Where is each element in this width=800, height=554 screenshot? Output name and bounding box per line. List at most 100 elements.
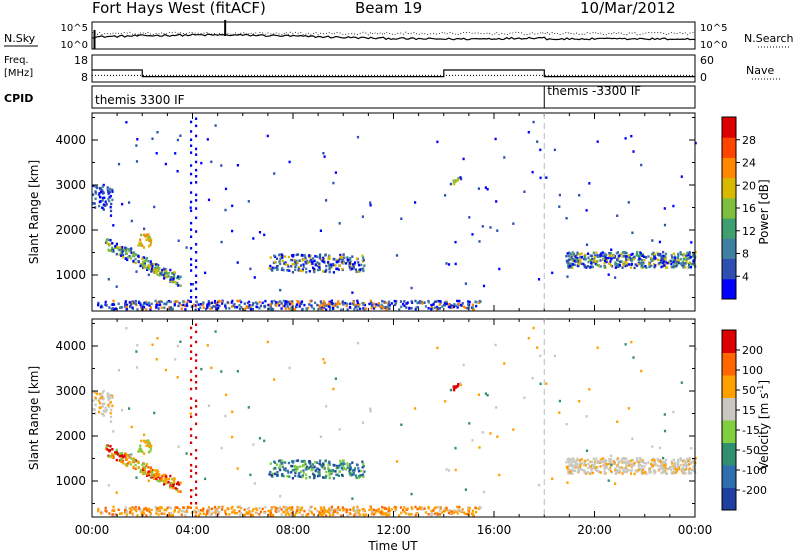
- range-gate-cell: [298, 511, 301, 514]
- range-gate-cell: [638, 257, 641, 261]
- range-gate-cell: [269, 512, 272, 515]
- range-gate-cell: [283, 262, 286, 265]
- range-gate-cell: [382, 307, 385, 310]
- range-gate-cell: [149, 243, 152, 247]
- range-gate-cell: [311, 260, 314, 264]
- range-gate-cell: [164, 477, 167, 480]
- range-gate-cell: [195, 493, 198, 497]
- range-gate-cell: [333, 304, 336, 307]
- range-gate-cell: [288, 509, 291, 512]
- range-gate-cell: [536, 140, 539, 143]
- range-gate-cell: [188, 300, 191, 303]
- range-gate-cell: [328, 267, 331, 270]
- range-gate-cell: [322, 506, 325, 509]
- colorbar-swatch: [722, 330, 736, 353]
- range-gate-cell: [553, 148, 556, 152]
- range-gate-cell: [352, 509, 355, 512]
- range-gate-cell: [305, 468, 308, 471]
- range-gate-cell: [604, 461, 607, 464]
- range-gate-cell: [354, 509, 357, 513]
- range-gate-cell: [195, 323, 198, 326]
- range-gate-cell: [185, 510, 188, 513]
- range-gate-cell: [224, 414, 227, 418]
- range-gate-cell: [114, 451, 117, 454]
- range-gate-cell: [590, 262, 593, 266]
- range-gate-cell: [577, 468, 580, 472]
- range-gate-cell: [603, 472, 606, 475]
- range-gate-cell: [297, 507, 300, 510]
- range-gate-cell: [660, 256, 663, 259]
- range-gate-cell: [129, 257, 132, 260]
- range-gate-cell: [278, 304, 281, 307]
- range-gate-cell: [601, 460, 604, 464]
- range-gate-cell: [139, 448, 142, 451]
- range-gate-cell: [596, 466, 599, 469]
- range-gate-cell: [254, 301, 257, 304]
- range-gate-cell: [329, 306, 332, 309]
- range-gate-cell: [678, 466, 681, 469]
- range-gate-cell: [565, 465, 568, 469]
- range-gate-cell: [568, 464, 571, 467]
- range-gate-cell: [173, 481, 176, 484]
- range-gate-cell: [578, 400, 581, 403]
- range-gate-cell: [179, 275, 182, 278]
- range-gate-cell: [452, 385, 455, 388]
- range-gate-cell: [145, 463, 149, 466]
- range-gate-cell: [668, 467, 671, 470]
- range-gate-cell: [580, 255, 583, 259]
- range-gate-cell: [675, 468, 678, 471]
- range-gate-cell: [610, 257, 613, 261]
- range-gate-cell: [190, 164, 193, 167]
- colorbar-swatch: [722, 397, 736, 421]
- range-gate-cell: [312, 307, 315, 310]
- range-gate-cell: [134, 508, 137, 512]
- range-gate-cell: [298, 305, 301, 308]
- range-gate-cell: [119, 306, 122, 309]
- range-gate-cell: [599, 265, 602, 268]
- range-gate-cell: [258, 300, 261, 304]
- range-gate-cell: [104, 410, 107, 413]
- range-gate-cell: [156, 131, 159, 134]
- range-gate-cell: [101, 185, 104, 188]
- range-gate-cell: [551, 477, 554, 481]
- range-gate-cell: [170, 276, 173, 279]
- range-gate-cell: [172, 278, 175, 281]
- range-gate-cell: [243, 513, 246, 517]
- range-gate-cell: [195, 405, 198, 408]
- range-gate-cell: [166, 506, 169, 510]
- range-gate-cell: [121, 246, 124, 249]
- range-gate-cell: [230, 301, 233, 304]
- range-gate-cell: [224, 393, 228, 397]
- range-gate-cell: [160, 306, 163, 309]
- range-gate-cell: [155, 477, 158, 481]
- range-gate-cell: [148, 445, 151, 448]
- range-gate-cell: [456, 299, 459, 303]
- range-gate-cell: [125, 303, 129, 307]
- range-gate-cell: [180, 513, 183, 516]
- range-gate-cell: [621, 266, 624, 269]
- range-gate-cell: [357, 511, 360, 515]
- range-gate-cell: [639, 459, 642, 462]
- range-gate-cell: [290, 460, 294, 463]
- range-gate-cell: [584, 459, 587, 463]
- range-gate-cell: [178, 507, 181, 511]
- range-gate-cell: [159, 478, 162, 481]
- range-gate-cell: [310, 304, 313, 307]
- range-gate-cell: [349, 508, 352, 511]
- range-gate-cell: [316, 303, 319, 307]
- range-gate-cell: [596, 255, 599, 258]
- range-gate-cell: [325, 304, 328, 307]
- range-gate-cell: [195, 230, 198, 233]
- range-gate-cell: [567, 460, 571, 464]
- range-gate-cell: [300, 506, 303, 509]
- range-gate-cell: [466, 306, 469, 310]
- range-gate-cell: [307, 467, 310, 470]
- range-gate-cell: [329, 508, 332, 512]
- range-gate-cell: [645, 256, 648, 259]
- range-gate-cell: [110, 509, 113, 512]
- range-gate-cell: [277, 302, 280, 305]
- range-gate-cell: [137, 254, 140, 258]
- range-gate-cell: [153, 205, 156, 209]
- range-gate-cell: [467, 511, 470, 515]
- range-gate-cell: [336, 511, 339, 515]
